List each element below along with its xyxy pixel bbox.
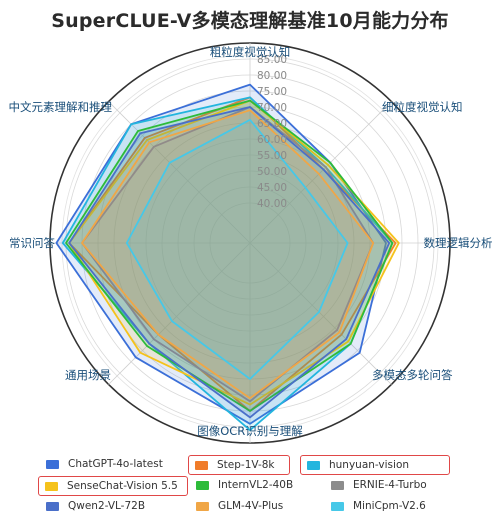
legend-item-sensechat-vision-5-5[interactable]: SenseChat-Vision 5.5 — [38, 476, 188, 496]
legend-item-step-1v-8k[interactable]: Step-1V-8k — [188, 455, 290, 475]
axis-label: 细粒度视觉认知 — [382, 100, 463, 114]
tick-label: 80.00 — [257, 70, 287, 82]
legend-item-chatgpt-4o-latest[interactable]: ChatGPT-4o-latest — [40, 455, 190, 473]
legend-item-glm-4v-plus[interactable]: GLM-4V-Plus — [190, 497, 290, 515]
tick-label: 75.00 — [257, 86, 287, 98]
radar-spoke — [108, 242, 251, 385]
tick-label: 45.00 — [257, 182, 287, 194]
legend-label: Step-1V-8k — [217, 459, 275, 471]
chart-legend: ChatGPT-4o-latest Step-1V-8k hunyuan-visio… — [0, 452, 500, 516]
tick-label: 70.00 — [257, 102, 287, 114]
series-polygon-chatgpt-4o-latest — [55, 83, 387, 425]
tick-label: 85.00 — [257, 54, 287, 66]
legend-swatch — [46, 459, 59, 469]
series-polygon-qwen2-vl-72b — [68, 106, 391, 419]
radar-chart: 40.00 45.00 50.00 55.00 60.00 65.00 70.00 75.00… — [9, 42, 493, 444]
legend-label: Qwen2-VL-72B — [68, 500, 146, 512]
legend-item-internvl2-40b[interactable]: InternVL2-40B — [190, 476, 294, 494]
tick-label: 65.00 — [257, 118, 287, 130]
tick-label: 55.00 — [257, 150, 287, 162]
axis-label: 图像OCR识别与理解 — [197, 424, 303, 438]
legend-swatch — [45, 481, 58, 491]
tick-label: 40.00 — [257, 198, 287, 210]
legend-swatch — [331, 501, 344, 511]
legend-item-ernie-4-turbo[interactable]: ERNIE-4-Turbo — [325, 476, 445, 494]
series-polygon-hunyuan-vision — [61, 96, 394, 432]
radar-spoke — [249, 242, 392, 385]
legend-swatch — [331, 480, 344, 490]
legend-label: hunyuan-vision — [329, 459, 410, 471]
axis-label: 通用场景 — [65, 368, 111, 382]
legend-item-minicpm-v2-6[interactable]: MiniCpm-V2.6 — [325, 497, 445, 515]
legend-swatch — [196, 480, 209, 490]
legend-item-qwen2-vl-72b[interactable]: Qwen2-VL-72B — [40, 497, 190, 515]
chart-title: SuperCLUE-V多模态理解基准10月能力分布 — [51, 10, 449, 32]
radar-spoke — [108, 101, 251, 244]
legend-label: InternVL2-40B — [218, 479, 294, 491]
legend-label: ERNIE-4-Turbo — [353, 479, 427, 491]
legend-label: GLM-4V-Plus — [218, 500, 284, 512]
axis-label: 数理逻辑分析 — [424, 236, 493, 250]
legend-label: MiniCpm-V2.6 — [353, 500, 426, 512]
legend-swatch — [46, 501, 59, 511]
axis-label: 常识问答 — [9, 236, 55, 250]
legend-swatch — [196, 501, 209, 511]
axis-label: 多模态多轮问答 — [372, 368, 453, 382]
tick-label: 60.00 — [257, 134, 287, 146]
series-polygon-internvl2-40b — [65, 99, 394, 412]
radar-series-layer — [55, 83, 400, 432]
series-polygon-minicpm-v2-6 — [125, 118, 349, 380]
legend-item-hunyuan-vision[interactable]: hunyuan-vision — [300, 455, 450, 475]
radar-tick-labels: 40.00 45.00 50.00 55.00 60.00 65.00 70.00 75.00… — [257, 54, 287, 210]
axis-label: 中文元素理解和推理 — [9, 100, 113, 114]
legend-label: SenseChat-Vision 5.5 — [67, 480, 178, 492]
legend-swatch — [307, 460, 320, 470]
radar-spoke — [249, 101, 392, 244]
tick-label: 50.00 — [257, 166, 287, 178]
legend-swatch — [195, 460, 208, 470]
legend-label: ChatGPT-4o-latest — [68, 458, 163, 470]
axis-label: 粗粒度视觉认知 — [210, 45, 291, 59]
